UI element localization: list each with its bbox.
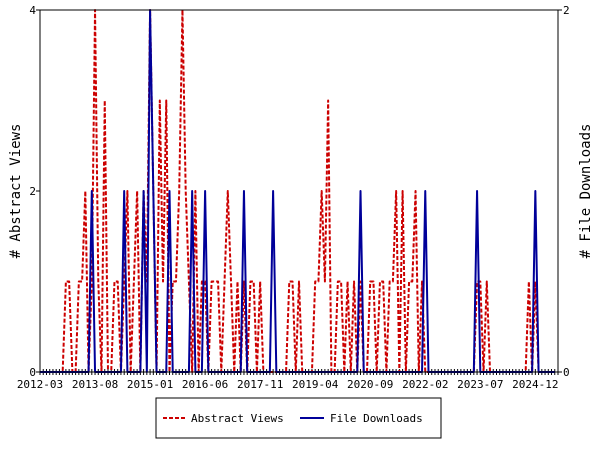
left-axis-title: # Abstract Views [8,124,24,259]
x-tick-label: 2017-11 [237,378,283,391]
x-tick-label: 2015-01 [127,378,173,391]
legend-box [155,397,442,439]
left-y-tick-label: 0 [29,366,36,379]
legend-label-abstract-views: Abstract Views [191,412,284,425]
x-tick-label: 2019-04 [292,378,339,391]
right-axis-title: # File Downloads [578,124,594,259]
tick-marks [36,9,562,375]
series-lines [40,9,555,373]
left-y-tick-label: 4 [29,4,36,17]
x-tick-label: 2024-12 [512,378,558,391]
legend-label-file-downloads: File Downloads [330,412,423,425]
x-tick-label: 2022-02 [402,378,448,391]
plot-area-frame [39,9,559,373]
right-y-tick-label: 0 [563,366,570,379]
axis-labels: 2012-03 2013-08 2015-01 2016-06 2017-11 2019-… [17,4,570,391]
left-y-tick-label: 2 [29,185,36,198]
x-tick-label: 2023-07 [457,378,503,391]
x-tick-label: 2016-06 [182,378,228,391]
x-tick-label: 2020-09 [347,378,393,391]
legend: Abstract Views File Downloads [155,397,442,439]
x-tick-label: 2012-03 [17,378,63,391]
x-tick-label: 2013-08 [72,378,118,391]
right-y-tick-label: 2 [563,4,570,17]
